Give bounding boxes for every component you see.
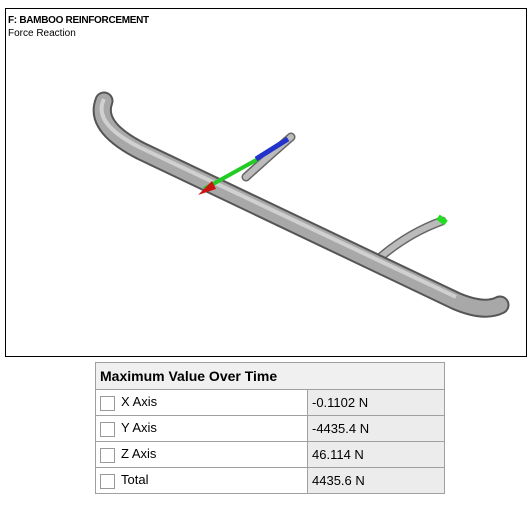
model-view [92, 91, 510, 318]
row-value: -0.1102 N [307, 389, 445, 416]
label-cell: Y Axis [95, 415, 308, 442]
checkbox[interactable] [100, 447, 115, 463]
viewport: F: BAMBOO REINFORCEMENT Force Reaction [5, 8, 527, 357]
table-row: Z Axis 46.114 N [95, 441, 445, 468]
row-label: X Axis [121, 394, 158, 410]
table-row: Y Axis -4435.4 N [95, 415, 445, 442]
label-cell: Z Axis [95, 441, 308, 468]
checkbox[interactable] [100, 421, 115, 437]
table-row: Total 4435.6 N [95, 467, 445, 494]
label-cell: Total [95, 467, 308, 494]
row-label: Y Axis [121, 420, 157, 436]
checkbox[interactable] [100, 473, 115, 489]
row-value: 46.114 N [307, 441, 445, 468]
table-title: Maximum Value Over Time [95, 362, 445, 390]
row-label: Total [121, 472, 149, 488]
checkbox[interactable] [100, 395, 115, 411]
row-label: Z Axis [121, 446, 157, 462]
row-value: 4435.6 N [307, 467, 445, 494]
viewport-title: F: BAMBOO REINFORCEMENT [8, 15, 149, 26]
model [92, 91, 510, 318]
label-cell: X Axis [95, 389, 308, 416]
viewport-subtitle: Force Reaction [8, 28, 76, 39]
row-value: -4435.4 N [307, 415, 445, 442]
table-row: X Axis -0.1102 N [95, 389, 445, 416]
